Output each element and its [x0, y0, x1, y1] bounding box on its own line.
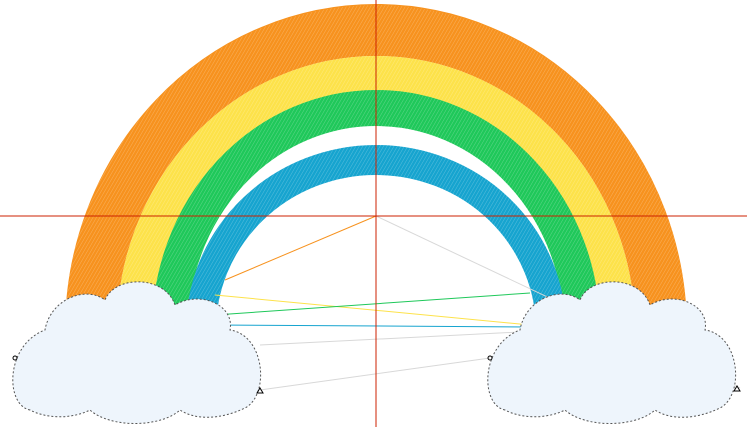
cloud-left [12, 281, 262, 424]
cloud-right [487, 281, 737, 424]
markers [12, 355, 741, 394]
